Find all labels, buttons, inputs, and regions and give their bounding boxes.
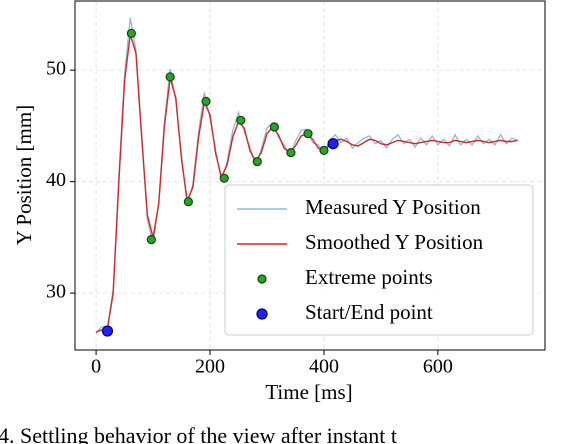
series-line bbox=[95, 17, 518, 334]
point bbox=[236, 115, 246, 125]
x-axis-label: Time [ms] bbox=[265, 380, 352, 404]
legend-swatch bbox=[257, 274, 267, 284]
point bbox=[183, 197, 193, 207]
x-tick-label: 400 bbox=[309, 356, 339, 378]
point bbox=[319, 145, 329, 156]
x-tick-label: 200 bbox=[195, 356, 225, 378]
point bbox=[146, 235, 156, 245]
point bbox=[269, 122, 279, 132]
y-tick-label: 30 bbox=[46, 281, 66, 303]
point bbox=[286, 148, 296, 158]
legend-swatch bbox=[256, 308, 268, 320]
point bbox=[252, 156, 262, 167]
point bbox=[126, 28, 136, 38]
legend-box bbox=[224, 184, 534, 336]
legend-label: Measured Y Position bbox=[305, 195, 481, 219]
caption: 4. Settling behavior of the view after i… bbox=[0, 423, 397, 444]
point bbox=[101, 325, 114, 337]
legend-label: Extreme points bbox=[305, 265, 433, 289]
point bbox=[327, 138, 339, 150]
point bbox=[165, 72, 175, 82]
legend-label: Smoothed Y Position bbox=[305, 230, 484, 254]
plot-frame bbox=[74, 0, 546, 351]
point bbox=[219, 173, 229, 183]
y-axis-label: Y Position [mm] bbox=[12, 105, 36, 245]
legend-label: Start/End point bbox=[305, 300, 433, 324]
y-tick-label: 50 bbox=[46, 58, 66, 80]
point bbox=[303, 129, 313, 139]
y-tick-label: 40 bbox=[46, 169, 66, 191]
point bbox=[201, 96, 211, 106]
x-tick-label: 600 bbox=[423, 356, 453, 378]
x-tick-label: 0 bbox=[91, 356, 101, 378]
